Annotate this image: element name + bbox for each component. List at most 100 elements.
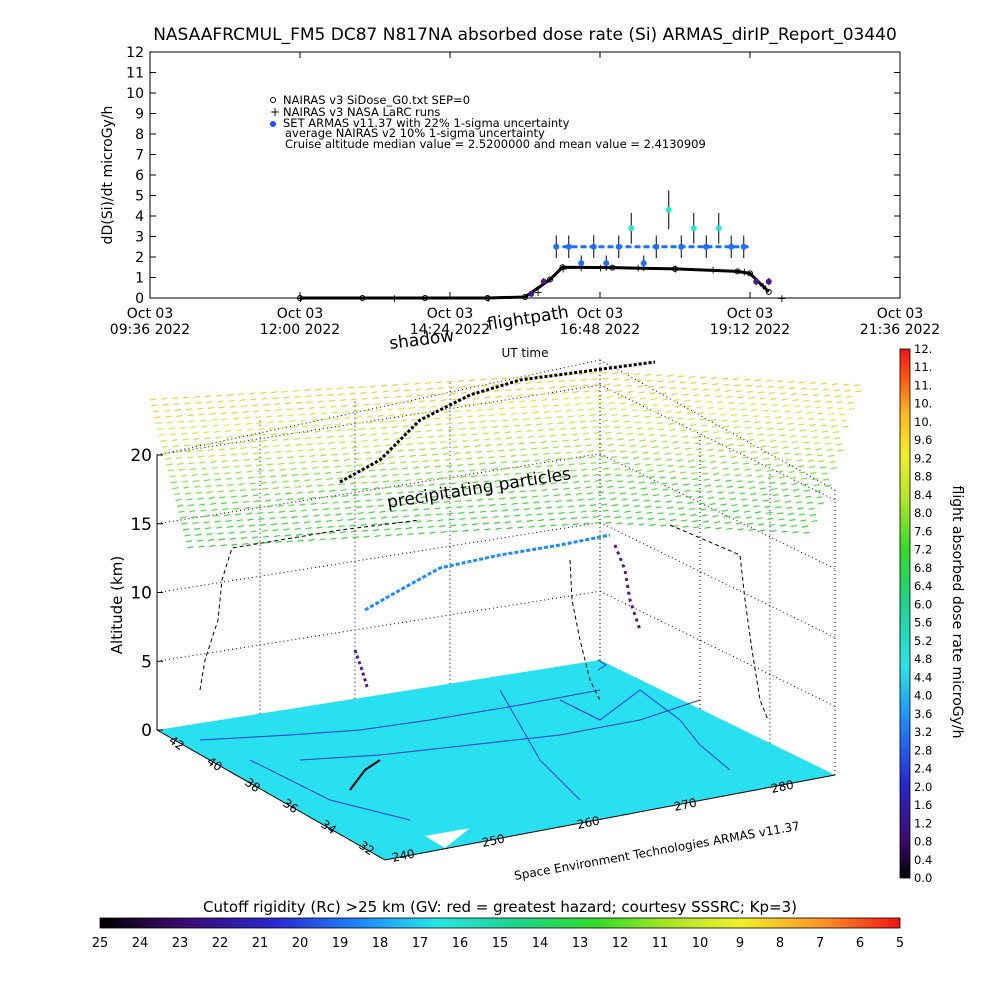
top-right-edge	[599, 359, 836, 491]
nairas-larc-point: +	[740, 265, 749, 278]
colorbar-tick-label: 10.	[914, 397, 932, 411]
legend-marker-plus: +	[270, 105, 280, 119]
colorbar-tick-label: 25	[92, 936, 109, 951]
legend-entry: average NAIRAS v2 10% 1-sigma uncertaint…	[285, 126, 545, 140]
colorbar-tick-label: 2.4	[914, 762, 932, 776]
x-tick-label: Oct 03	[577, 306, 623, 322]
colorbar-tick-label: 15	[492, 936, 509, 951]
chart-title: NASAAFRCMUL_FM5 DC87 N817NA absorbed dos…	[153, 25, 897, 45]
z-tick-label: 20	[130, 446, 152, 466]
dose-field-row	[157, 401, 846, 431]
nairas-larc-point: +	[671, 262, 680, 275]
colorbar-tick-label: 7	[816, 936, 824, 951]
shadow-curves	[199, 519, 769, 721]
y-tick-label: 10	[126, 86, 144, 102]
z-tick-label: 0	[141, 721, 152, 741]
colorbar-tick-label: 11.	[914, 378, 932, 392]
nairas-sidose-point	[559, 264, 566, 271]
dose-field-row	[176, 479, 822, 507]
colorbar-tick-label: 7.2	[914, 543, 932, 557]
longitude-tick-label: 240	[391, 846, 416, 864]
nairas-sidose-point	[422, 295, 428, 301]
nairas-sidose-point	[765, 288, 772, 295]
y-tick-label: 9	[135, 107, 144, 123]
border-line	[249, 759, 411, 821]
credit-label: Space Environment Technologies ARMAS v11…	[513, 819, 801, 883]
ground-map-surface	[157, 660, 835, 860]
armas-point	[553, 243, 560, 250]
colorbar-tick-label: 3.6	[914, 707, 932, 721]
legend-entry: NAIRAS v3 NASA LaRC runs	[283, 105, 440, 119]
colorbar-tick-label: 1.6	[914, 798, 932, 812]
colorbar-tick-label: 9.2	[914, 451, 932, 465]
colorbar-tick-label: 16	[452, 936, 469, 951]
shadow-back-wall	[569, 559, 601, 701]
nairas-larc-point: +	[296, 292, 305, 305]
dose-field-row	[155, 395, 856, 425]
colorbar-label: flight absorbed dose rate microGy/h	[949, 486, 965, 739]
y-tick-label: 2	[135, 250, 144, 266]
colorbar-tick-label: 4.8	[914, 652, 932, 666]
flight-path	[339, 360, 656, 791]
nairas-sidose-point	[547, 276, 553, 283]
colorbar-tick-label: 8.4	[914, 488, 932, 502]
colorbar-tick-label: 12.	[914, 342, 932, 356]
y-tick-label: 1	[135, 271, 144, 287]
flightpath-dose-colored	[364, 533, 611, 612]
legend-entry: NAIRAS v3 SiDose_G0.txt SEP=0	[283, 93, 470, 107]
x-tick-label: 19:12 2022	[710, 322, 790, 338]
nairas-sidose-point	[522, 293, 528, 300]
flightpath-descent	[353, 649, 370, 691]
colorbar-tick-label: 18	[372, 936, 389, 951]
colorbar-tick-label: 24	[132, 936, 149, 951]
x-tick-label: Oct 03	[877, 306, 923, 322]
legend-entry: SET ARMAS v11.37 with 22% 1-sigma uncert…	[283, 116, 570, 130]
dose-rate-field	[149, 371, 862, 549]
colorbar-tick-label: 23	[172, 936, 189, 951]
nairas-larc-point: +	[390, 292, 399, 305]
y-tick-label: 11	[126, 66, 144, 82]
nairas-larc-point: +	[534, 286, 543, 299]
dose-field-row	[170, 455, 838, 484]
y-tick-label: 6	[135, 168, 144, 184]
shadow-right-wall	[669, 524, 769, 721]
colorbar-tick-label: 4.4	[914, 670, 932, 684]
lon-axis	[384, 774, 836, 861]
armas-point	[640, 260, 647, 267]
armas-point	[540, 278, 547, 285]
armas-point	[578, 260, 585, 267]
dose-field-row	[167, 443, 835, 472]
nairas-sidose-point	[359, 295, 366, 301]
border-line	[499, 689, 581, 801]
nairas-sidose-point	[609, 264, 616, 271]
armas-point	[528, 290, 535, 297]
colorbar-ticks: 25 24 23 22 21 20 19 18 17 16 15 14 13 12 11 10 9 8 7 6 5	[92, 936, 904, 951]
dose-field-row	[182, 503, 817, 531]
dose-field-row	[151, 377, 862, 407]
colorbar-gradient	[99, 917, 901, 929]
altitude-gridline	[156, 453, 601, 525]
colorbar-tick-label: 0.0	[914, 871, 932, 885]
colorbar-tick-label: 11	[652, 936, 669, 951]
legend: NAIRAS v3 SiDose_G0.txt SEP=0 + NAIRAS v…	[270, 93, 706, 151]
nairas-larc-point: +	[484, 292, 493, 305]
dose-field-row	[184, 509, 818, 537]
nairas-larc-point: +	[559, 262, 568, 275]
colorbar-tick-label: 14	[532, 936, 549, 951]
y-tick-label: 7	[135, 148, 144, 164]
y-axis-label: dD(Si)/dt microGy/h	[100, 106, 116, 245]
z-axis-ticks: 0 5 10 15 20	[130, 446, 163, 741]
armas-point	[753, 278, 760, 285]
colorbar-title: Cutoff rigidity (Rc) >25 km (GV: red = g…	[203, 898, 797, 916]
colorbar-tick-label: 10	[692, 936, 709, 951]
nairas-sidose-point	[672, 265, 678, 272]
x-tick-label: 16:48 2022	[560, 322, 640, 338]
longitude-tick-label: 280	[770, 777, 795, 795]
x-tick-label: Oct 03	[277, 306, 323, 322]
colorbar-tick-label: 11.	[914, 360, 932, 374]
dose-field-row	[178, 485, 823, 513]
